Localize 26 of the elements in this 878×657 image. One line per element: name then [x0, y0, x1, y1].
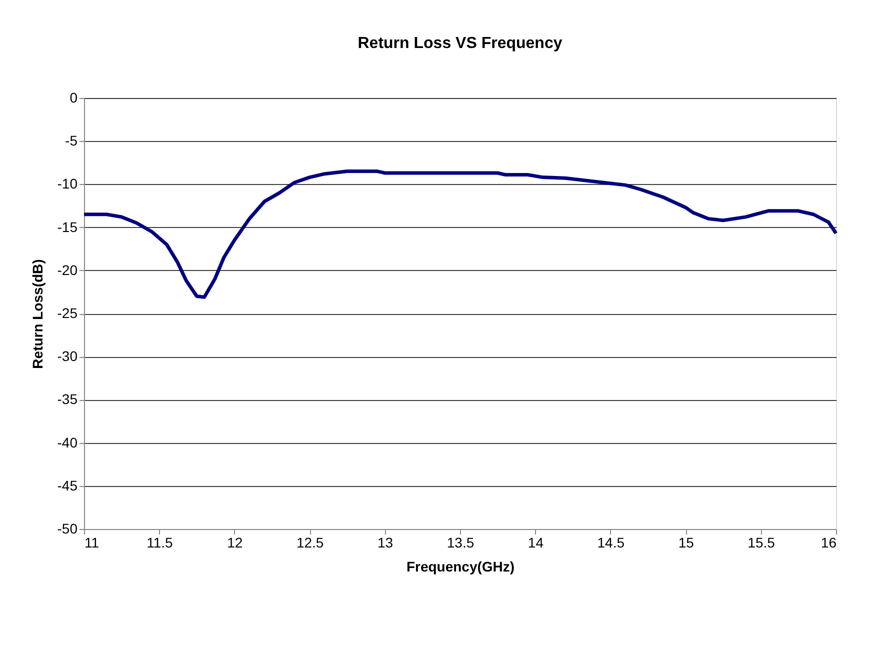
y-tick-label: -5 — [65, 132, 78, 149]
x-tick-label: 11 — [84, 534, 100, 550]
x-tick-label: 16 — [820, 534, 837, 550]
y-tick-label: -35 — [57, 391, 78, 408]
y-tick-label: -30 — [57, 348, 78, 364]
y-tick-label: 0 — [70, 90, 78, 106]
x-tick-label: 13.5 — [446, 534, 474, 550]
line-series — [82, 170, 838, 299]
y-tick-label: -10 — [57, 176, 78, 192]
y-tick-label: -20 — [57, 262, 78, 278]
y-axis-title: Return Loss(dB) — [29, 259, 46, 369]
chart-title: Return Loss VS Frequency — [358, 35, 562, 52]
x-tick-label: 15.5 — [748, 534, 776, 550]
x-tick-label: 12.5 — [296, 534, 324, 550]
x-tick-label: 15 — [678, 534, 694, 550]
x-tick-label: 11.5 — [146, 534, 174, 550]
x-tick-label: 13 — [378, 534, 394, 550]
x-tick-label: 12 — [227, 534, 243, 550]
x-axis-title: Frequency(GHz) — [406, 558, 515, 574]
y-tick-label: -45 — [57, 477, 78, 494]
x-tick-label: 14.5 — [597, 534, 625, 550]
y-tick-label: -15 — [57, 218, 78, 235]
y-tick-label: -50 — [57, 520, 78, 536]
y-tick-label: -25 — [57, 305, 78, 321]
y-tick-label: -40 — [57, 434, 78, 450]
x-tick-label: 14 — [528, 534, 544, 550]
